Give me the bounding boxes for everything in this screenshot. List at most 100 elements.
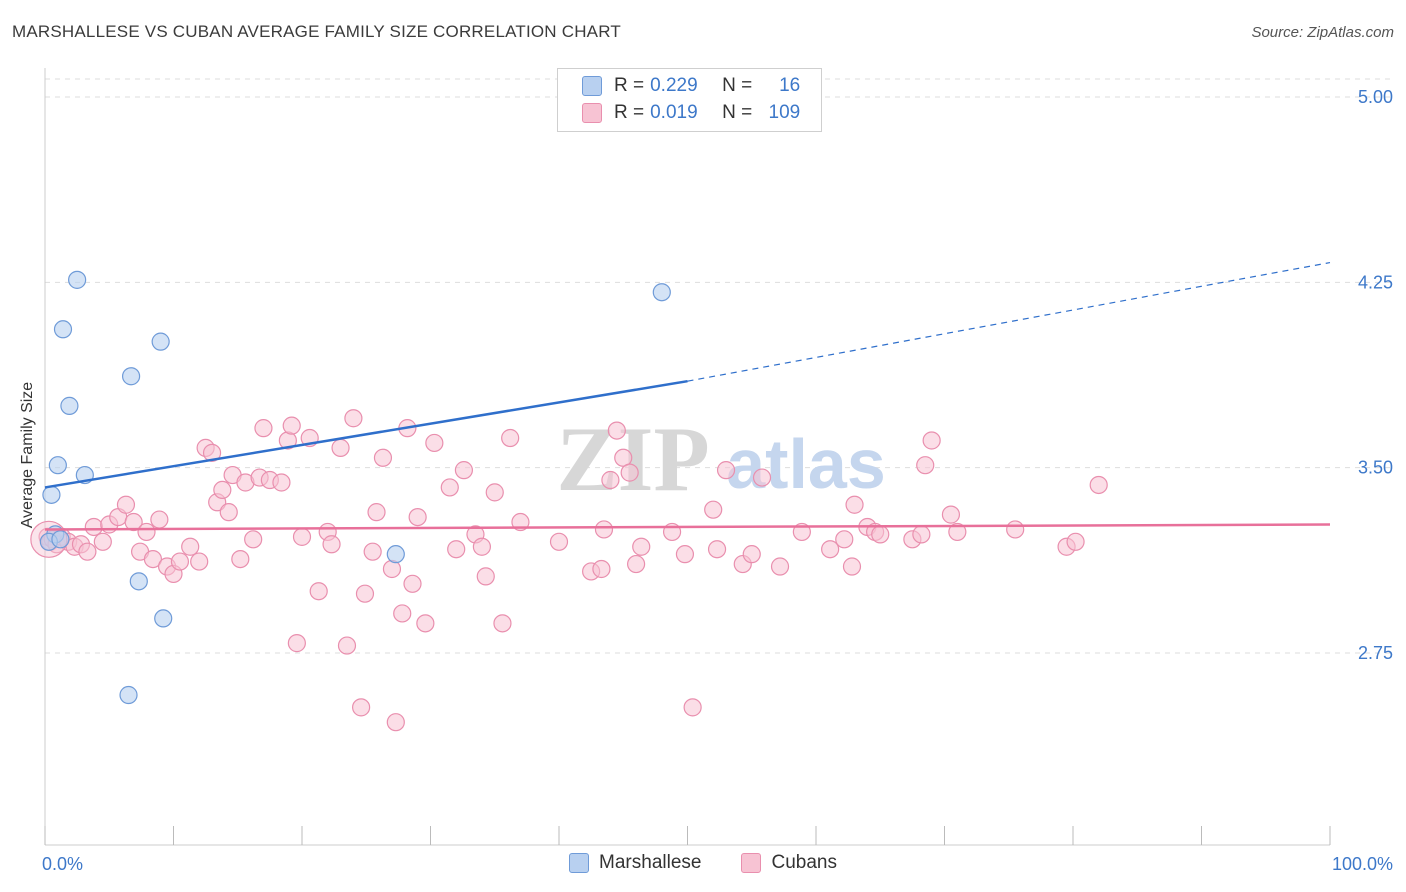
- legend-label: Marshallese: [599, 852, 702, 873]
- watermark-atlas: atlas: [726, 425, 886, 503]
- cubans-point: [337, 636, 357, 655]
- cubans-point: [287, 634, 306, 653]
- x-tick-label: 0.0%: [42, 854, 83, 874]
- y-tick-label: 4.25: [1358, 272, 1393, 292]
- cubans-point: [485, 483, 504, 502]
- cubans-point: [871, 525, 890, 544]
- cubans-point: [219, 503, 238, 522]
- cubans-point: [912, 525, 931, 544]
- cubans-point: [948, 522, 967, 542]
- gridlines: [45, 78, 1392, 654]
- legend-item-marshallese[interactable]: Marshallese: [569, 852, 701, 874]
- cubans-point: [845, 495, 864, 514]
- cubans-point: [150, 510, 169, 529]
- cubans-point: [181, 537, 200, 556]
- cubans-point: [607, 421, 626, 440]
- cubans-point: [472, 537, 491, 556]
- y-tick-label: 3.50: [1358, 458, 1393, 478]
- cubans-point: [592, 559, 611, 579]
- cubans-point: [821, 540, 840, 559]
- marshallese-point: [68, 270, 87, 289]
- watermark: ZIP atlas: [556, 408, 885, 510]
- cubans-point: [386, 713, 405, 732]
- y-tick-label: 2.75: [1358, 643, 1393, 663]
- source-credit: Source: ZipAtlas.com: [1251, 24, 1394, 41]
- cubans-point: [594, 520, 614, 539]
- cubans-point: [922, 431, 941, 450]
- legend-row-cubans: R = 0.019 N = 109: [582, 100, 800, 126]
- x-tick-labels: 0.0% 100.0%: [42, 854, 1393, 874]
- cubans-point: [363, 542, 382, 561]
- cubans-point: [742, 545, 761, 564]
- r-label: R =: [614, 102, 645, 123]
- cubans-point: [292, 527, 312, 546]
- r-value: 0.019: [650, 102, 698, 123]
- marshallese-point: [42, 485, 61, 504]
- cubans-point: [213, 480, 232, 500]
- cubans-point: [116, 495, 136, 514]
- marshallese-swatch: [569, 853, 590, 873]
- cubans-point: [344, 409, 363, 428]
- marshallese-point: [129, 572, 148, 591]
- cubans-point: [331, 438, 350, 457]
- cubans-point: [675, 545, 695, 564]
- marshallese-point: [386, 545, 405, 564]
- cubans-point: [143, 549, 163, 569]
- cubans-point: [626, 554, 646, 574]
- cubans-point: [601, 470, 620, 490]
- legend-item-cubans[interactable]: Cubans: [741, 852, 837, 874]
- cubans-point: [282, 416, 301, 435]
- cubans-point: [84, 517, 103, 537]
- marshallese-point: [48, 456, 67, 475]
- marshallese-swatch: [582, 76, 602, 96]
- marshallese-point: [151, 332, 170, 351]
- cubans-point: [170, 552, 190, 571]
- cubans-point: [393, 604, 412, 623]
- cubans-point: [408, 507, 427, 527]
- x-tick-label: 100.0%: [1332, 854, 1393, 874]
- cubans-trend-line: [44, 523, 1331, 531]
- marshallese-point: [51, 530, 70, 549]
- cubans-point: [716, 461, 736, 480]
- cubans-point: [352, 698, 371, 717]
- cubans-point: [425, 433, 444, 453]
- cubans-point: [382, 559, 402, 579]
- cubans-point: [1089, 475, 1108, 495]
- cubans-point: [916, 456, 935, 475]
- cubans-point: [501, 428, 520, 448]
- cubans-point: [476, 567, 495, 586]
- cubans-swatch: [582, 103, 602, 123]
- cubans-point: [440, 478, 459, 497]
- marshallese-point: [119, 685, 138, 705]
- marshallese-point: [121, 367, 141, 386]
- cubans-point: [752, 468, 772, 487]
- chart-title: MARSHALLESE VS CUBAN AVERAGE FAMILY SIZE…: [12, 22, 621, 41]
- n-label: N =: [722, 102, 753, 123]
- cubans-point: [941, 505, 961, 524]
- cubans-point: [322, 535, 341, 554]
- cubans-point: [632, 537, 651, 556]
- cubans-point: [454, 461, 474, 480]
- cubans-point: [835, 530, 854, 549]
- r-value: 0.229: [650, 75, 698, 96]
- cubans-point: [93, 532, 112, 551]
- cubans-point: [549, 532, 569, 551]
- cubans-point: [231, 549, 250, 569]
- cubans-swatch: [741, 853, 762, 873]
- marshallese-point: [652, 283, 671, 302]
- cubans-point: [309, 582, 328, 601]
- cubans-point: [254, 419, 273, 438]
- marshallese-point: [60, 396, 79, 415]
- axes: [44, 68, 1331, 846]
- series-legend: Marshallese Cubans: [0, 852, 1406, 874]
- cubans-point: [1066, 532, 1085, 551]
- cubans-point: [202, 443, 222, 462]
- cubans-point: [272, 473, 291, 492]
- y-tick-label: 5.00: [1358, 87, 1393, 107]
- cubans-point: [620, 463, 639, 482]
- cubans-point: [137, 522, 156, 542]
- n-label: N =: [722, 75, 753, 96]
- cubans-point: [244, 530, 263, 549]
- cubans-point: [447, 540, 466, 559]
